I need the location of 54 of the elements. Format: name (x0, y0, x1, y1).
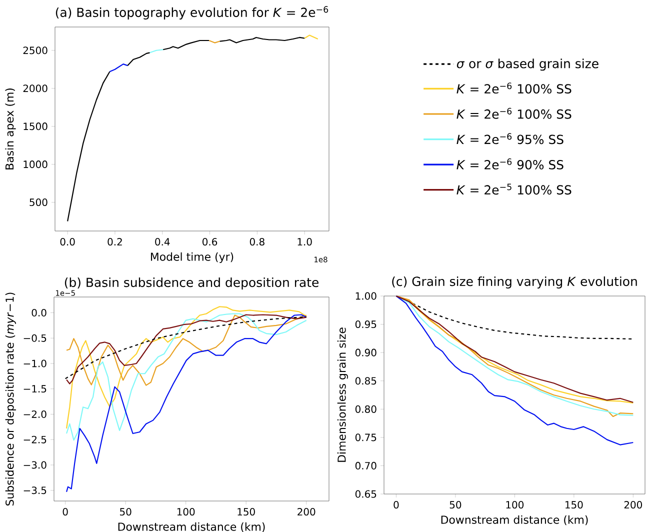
legend-label: σ or σ based grain size (456, 58, 598, 71)
line-series (109, 64, 128, 72)
x-tick-label: 0 (62, 508, 68, 516)
x-tick-label: 0.6 (202, 238, 218, 246)
x-tick-label: 0.2 (108, 238, 122, 246)
legend-label: K = 2e$^{−6}$ 95% SS (456, 133, 564, 144)
x-tick-label: 150 (566, 501, 583, 509)
y-tick-label: −3.5 (24, 486, 46, 494)
x-axis-title: Downstream distance (km) (118, 522, 265, 532)
x-tick-label: 1.0 (298, 238, 312, 246)
y-tick-label: 500 (30, 198, 48, 206)
legend-label: K = 2e$^{−5}$ 100% SS (456, 184, 572, 195)
x-tick-label: 100 (506, 501, 524, 509)
y-tick-label: 0.65 (355, 490, 376, 498)
y-tick-label: −1.0 (24, 360, 46, 368)
y-tick-label: 2000 (23, 84, 48, 92)
legend-label: K = 2e$^{−6}$ 100% SS (456, 108, 572, 119)
y-tick-label: 0.80 (355, 405, 376, 413)
y-tick-label: −1.5 (24, 385, 46, 393)
y-tick-label: 0.75 (355, 434, 376, 442)
x-tick-label: 0.8 (250, 238, 264, 246)
y-tick-label: 0.85 (355, 377, 376, 385)
y-tick-label: 2500 (23, 46, 48, 54)
x-tick-label: 0.0 (60, 238, 75, 246)
legend-label: K = 2e$^{−6}$ 90% SS (456, 158, 564, 170)
x-tick-label: 200 (624, 501, 642, 509)
chart-title: (b) Basin subsidence and deposition rate (64, 277, 318, 290)
x-tick-label: 150 (238, 508, 255, 516)
line-series (396, 295, 634, 446)
y-tick-label: −0.5 (24, 334, 46, 342)
x-axis-title: Model time (yr) (150, 252, 234, 263)
x-tick-label: 50 (120, 508, 132, 516)
y-tick-label: 1500 (24, 122, 48, 130)
chart-title: (a) Basin topography evolution for K = 2e$^{−6}$ (56, 6, 328, 20)
y-tick-label: 0.0 (32, 308, 46, 316)
y-tick-label: 1000 (24, 160, 48, 168)
legend-label: K = 2e$^{−6}$ 100% SS (456, 82, 572, 94)
x-tick-label: 200 (298, 508, 316, 516)
y-tick-label: −3.0 (24, 461, 46, 469)
y-tick-label: −2.0 (24, 410, 46, 418)
x-axis-title: Downstream distance (km) (441, 515, 588, 526)
y-tick-label: 1.00 (356, 292, 376, 300)
chart-title: (c) Grain size fining varying K evolution (392, 276, 637, 289)
y-axis-title: Dimensionless grain size (337, 328, 348, 462)
y-axis-title: Basin apex (m) (5, 88, 16, 170)
y-tick-label: 0.90 (355, 348, 376, 356)
y-axis-title: Subsidence or deposition rate (myr−1) (5, 292, 16, 506)
y-tick-label: 0.70 (355, 462, 376, 470)
x-tick-label: 50 (450, 501, 462, 509)
x-tick-label: 100 (177, 508, 195, 516)
x-tick-label: 0.4 (155, 238, 170, 246)
x-tick-label: 0 (394, 501, 399, 509)
y-tick-label: −2.5 (24, 436, 46, 444)
y-tick-label: 0.95 (355, 320, 376, 328)
